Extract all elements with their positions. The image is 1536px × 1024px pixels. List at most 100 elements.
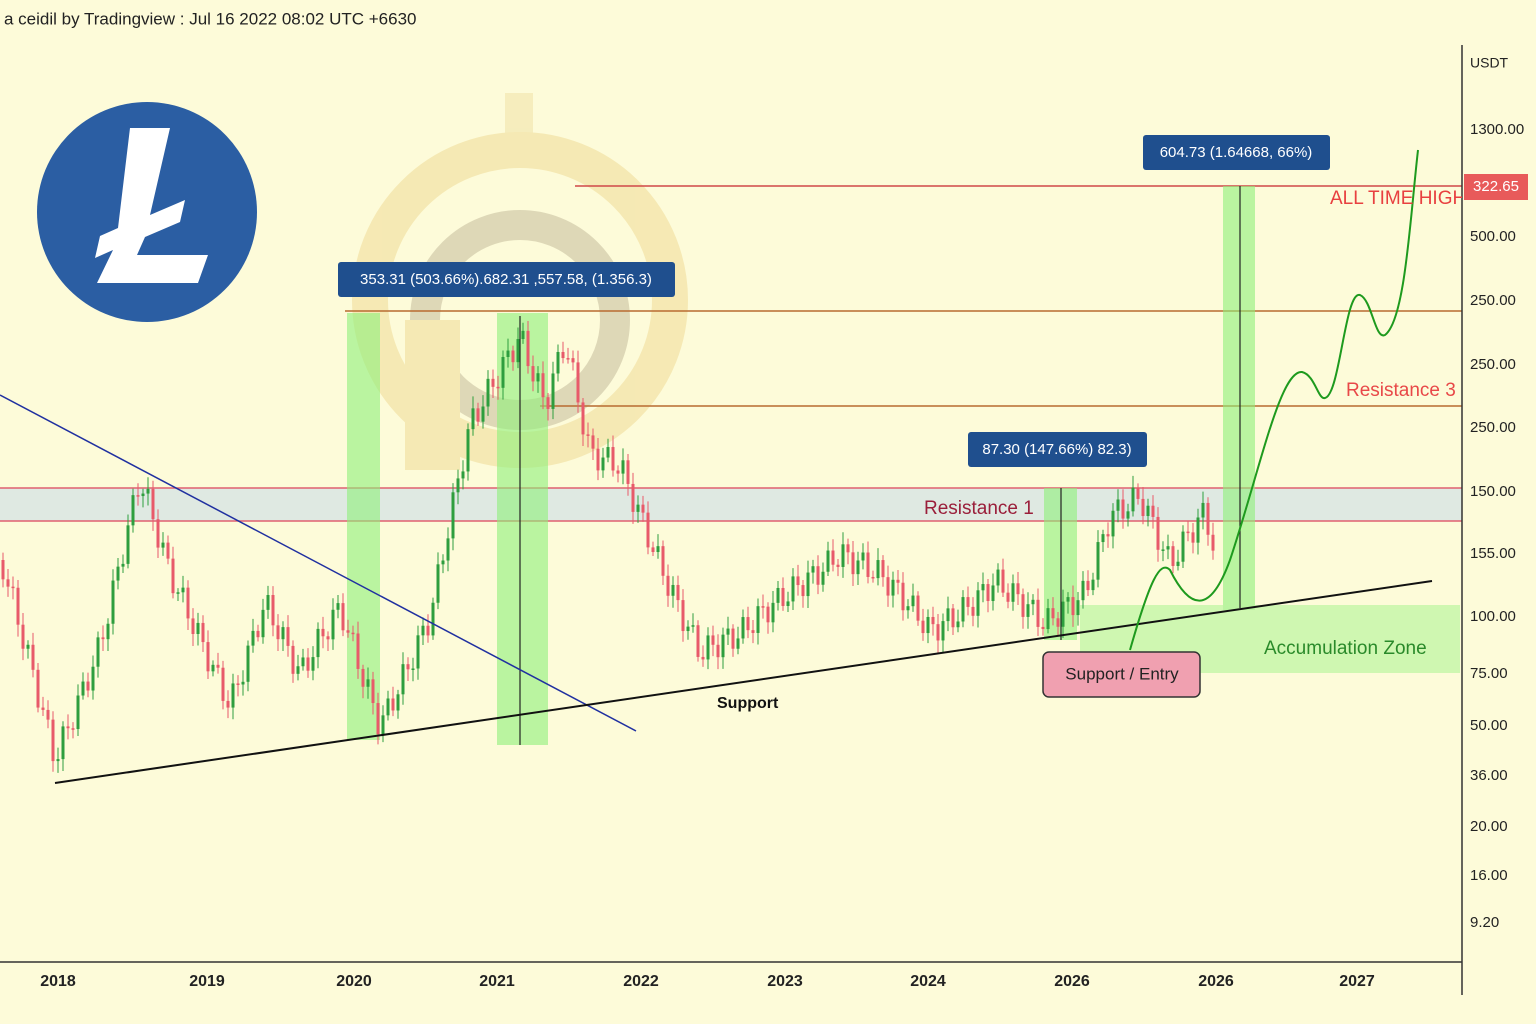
candle-body xyxy=(806,572,810,597)
candle-body xyxy=(596,448,600,471)
candle-body xyxy=(761,606,765,608)
candle-body xyxy=(861,552,865,561)
candle-body xyxy=(616,470,620,474)
candle-body xyxy=(956,621,960,628)
candle-body xyxy=(571,358,575,363)
candle-body xyxy=(1011,583,1015,602)
ath-clip: ALL TIME HIGH xyxy=(1330,188,1462,209)
candle-body xyxy=(826,550,830,572)
support-entry-label: Support / Entry xyxy=(1065,664,1179,683)
candle-body xyxy=(706,635,710,660)
candle-body xyxy=(456,478,460,493)
candle-body xyxy=(471,408,475,430)
candle-body xyxy=(501,356,505,388)
candle-body xyxy=(1,560,5,580)
candle-body xyxy=(1191,532,1195,543)
candle-body xyxy=(41,707,45,710)
candle-body xyxy=(741,617,745,639)
candle-body xyxy=(966,597,970,607)
time-label: 2023 xyxy=(767,973,803,990)
candle-body xyxy=(536,373,540,382)
candle-body xyxy=(531,366,535,382)
candle-body xyxy=(1066,597,1070,602)
candle-body xyxy=(621,460,625,474)
price-label: 500.00 xyxy=(1470,228,1516,245)
candle-body xyxy=(1026,604,1030,617)
candle-body xyxy=(381,715,385,735)
candle-body xyxy=(496,386,500,389)
candle-body xyxy=(416,635,420,669)
candle-body xyxy=(176,592,180,594)
price-label: 36.00 xyxy=(1470,767,1508,784)
candle-body xyxy=(366,679,370,687)
candle-body xyxy=(691,625,695,627)
candle-body xyxy=(276,625,280,640)
candle-body xyxy=(121,563,125,567)
candle-body xyxy=(776,587,780,603)
candle-body xyxy=(326,636,330,640)
price-label: 150.00 xyxy=(1470,483,1516,500)
candle-body xyxy=(196,622,200,634)
candle-body xyxy=(1006,592,1010,602)
candle-body xyxy=(911,595,915,607)
candle-body xyxy=(481,406,485,422)
support-entry-box xyxy=(1042,651,1201,698)
candle-body xyxy=(446,538,450,561)
candle-body xyxy=(1161,549,1165,551)
candle-body xyxy=(116,566,120,581)
candle-body xyxy=(236,683,240,685)
candle-body xyxy=(436,564,440,603)
candle-body xyxy=(606,447,610,458)
candle-body xyxy=(881,560,885,578)
candle-body xyxy=(591,435,595,449)
candle-body xyxy=(891,579,895,596)
candle-body xyxy=(371,679,375,704)
candle-body xyxy=(216,664,220,668)
candle-body xyxy=(201,622,205,643)
candle-body xyxy=(1001,569,1005,593)
candle-body xyxy=(131,495,135,526)
candle-body xyxy=(1041,626,1045,630)
candle-body xyxy=(266,595,270,610)
candle-body xyxy=(166,542,170,559)
candle-body xyxy=(556,351,560,374)
candle-body xyxy=(1016,583,1020,595)
candle-body xyxy=(576,362,580,403)
candle-body xyxy=(981,584,985,591)
candle-body xyxy=(331,609,335,640)
price-label: 250.00 xyxy=(1470,292,1516,309)
candle-body xyxy=(6,579,10,587)
candle-body xyxy=(1091,579,1095,591)
candle-body xyxy=(306,657,310,671)
candle-body xyxy=(636,504,640,512)
candle-body xyxy=(311,657,315,671)
candle-body xyxy=(516,339,520,363)
candle-body xyxy=(76,695,80,729)
candle-body xyxy=(1176,561,1180,566)
price-label: 250.00 xyxy=(1470,419,1516,436)
candle-body xyxy=(136,495,140,497)
candle-body xyxy=(811,566,815,573)
measure-label: 604.73 (1.64668, 66%) xyxy=(1160,144,1313,161)
candle-body xyxy=(271,595,275,626)
candle-body xyxy=(581,402,585,435)
candle-body xyxy=(161,542,165,548)
candle-body xyxy=(146,488,150,494)
candle-body xyxy=(1186,531,1190,534)
candle-body xyxy=(286,627,290,646)
time-label: 2026 xyxy=(1198,973,1234,990)
candle-body xyxy=(1211,534,1215,551)
candle-body xyxy=(411,668,415,670)
candle-body xyxy=(126,525,130,564)
candle-body xyxy=(86,681,90,691)
candle-body xyxy=(1106,534,1110,537)
candle-body xyxy=(281,627,285,640)
candle-body xyxy=(191,618,195,634)
candle-body xyxy=(686,626,690,632)
price-label: 50.00 xyxy=(1470,717,1508,734)
candle-body xyxy=(646,512,650,548)
candle-body xyxy=(836,564,840,567)
candle-body xyxy=(996,569,1000,586)
candle-body xyxy=(671,584,675,596)
